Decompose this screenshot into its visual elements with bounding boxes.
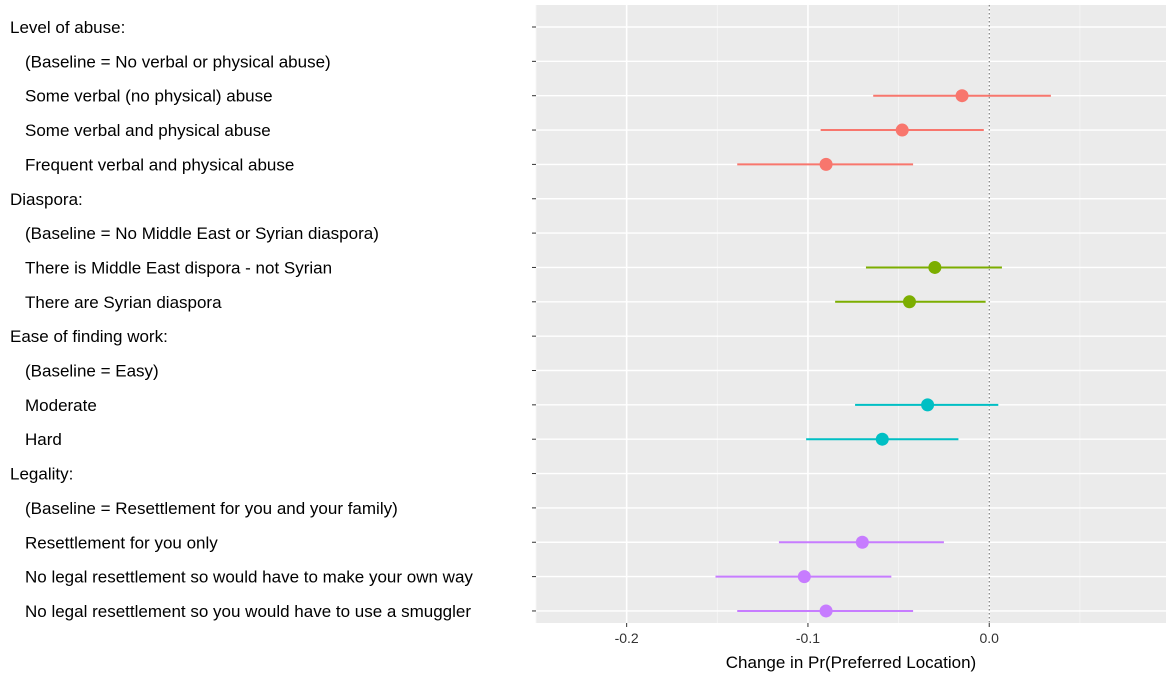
point-estimate — [797, 570, 811, 584]
point-estimate — [902, 295, 916, 309]
row-label: (Baseline = Resettlement for you and you… — [25, 499, 398, 518]
row-label: (Baseline = No Middle East or Syrian dia… — [25, 224, 379, 243]
row-label: Resettlement for you only — [25, 533, 218, 552]
row-label: Hard — [25, 430, 62, 449]
x-tick-label: -0.1 — [796, 630, 820, 646]
y-axis-ticks — [532, 26, 536, 612]
row-label: There are Syrian diaspora — [25, 293, 222, 312]
row-label: (Baseline = Easy) — [25, 362, 159, 381]
row-label: No legal resettlement so would have to m… — [25, 568, 473, 587]
x-axis-ticks: -0.2 -0.1 0.0 — [615, 623, 1000, 646]
row-label: Level of abuse: — [10, 18, 125, 37]
point-estimate — [921, 398, 935, 412]
x-axis-title: Change in Pr(Preferred Location) — [726, 653, 976, 672]
row-label: (Baseline = No verbal or physical abuse) — [25, 52, 331, 71]
point-estimate — [875, 432, 889, 446]
row-label: Ease of finding work: — [10, 327, 168, 346]
row-label: Some verbal and physical abuse — [25, 121, 271, 140]
row-label: No legal resettlement so you would have … — [25, 602, 471, 621]
row-label: There is Middle East dispora - not Syria… — [25, 258, 332, 277]
point-estimate — [819, 157, 833, 171]
point-estimate — [895, 123, 909, 137]
row-label: Frequent verbal and physical abuse — [25, 155, 294, 174]
point-estimate — [855, 535, 869, 549]
row-labels: Level of abuse: (Baseline = No verbal or … — [10, 18, 473, 621]
point-estimate — [928, 260, 942, 274]
point-estimate — [819, 604, 833, 618]
point-estimate — [955, 89, 969, 103]
row-label: Diaspora: — [10, 190, 83, 209]
row-label: Moderate — [25, 396, 97, 415]
row-label: Some verbal (no physical) abuse — [25, 87, 273, 106]
x-tick-label: 0.0 — [980, 630, 1000, 646]
row-label: Legality: — [10, 465, 73, 484]
x-tick-label: -0.2 — [615, 630, 639, 646]
estimate-marks — [715, 89, 1051, 618]
plot-background — [536, 5, 1166, 623]
